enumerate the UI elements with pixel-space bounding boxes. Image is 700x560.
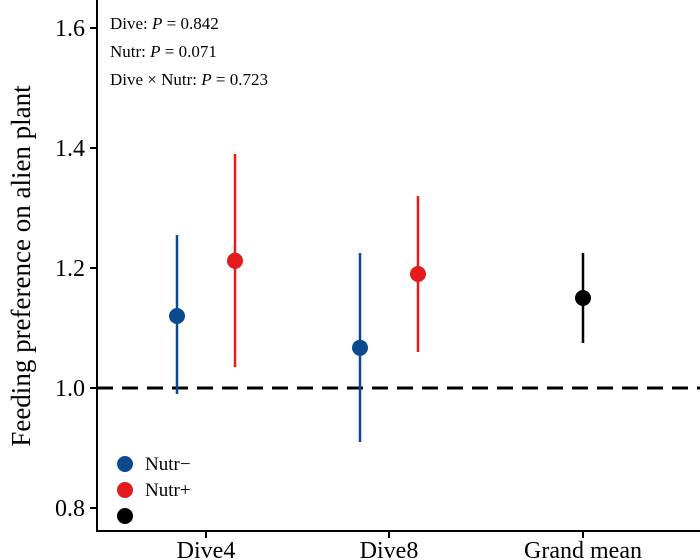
y-axis-title: Feeding preference on alien plant [6, 85, 36, 447]
data-marks [169, 154, 591, 442]
y-tick-label: 0.8 [55, 496, 85, 522]
x-tick-label: Dive8 [360, 538, 419, 560]
legend-key [117, 482, 133, 498]
mean-point [169, 308, 185, 324]
stat-nutr: Nutr: P = 0.071 [110, 42, 217, 61]
mean-point [352, 339, 368, 356]
mean-point [410, 266, 426, 282]
mean-point [575, 290, 591, 306]
legend: Nutr− Nutr+ [117, 454, 191, 524]
mean-point [227, 252, 243, 269]
stat-dive: Dive: P = 0.842 [110, 14, 219, 33]
legend-label: Nutr− [145, 454, 191, 475]
stat-interaction: Dive × Nutr: P = 0.723 [110, 70, 268, 89]
stats-annotation: Dive: P = 0.842 Nutr: P = 0.071 Dive × N… [110, 14, 268, 89]
y-ticks: 0.8 1.0 1.2 1.4 1.6 [55, 16, 97, 522]
y-tick-label: 1.6 [55, 16, 85, 42]
legend-key [117, 508, 133, 524]
legend-label: Nutr+ [145, 480, 191, 501]
y-tick-label: 1.0 [55, 376, 85, 402]
y-tick-label: 1.2 [55, 256, 85, 282]
x-ticks: Dive4 Dive8 Grand mean [177, 531, 642, 560]
x-tick-label: Dive4 [177, 538, 236, 560]
legend-key [117, 456, 133, 472]
x-tick-label: Grand mean [524, 538, 642, 560]
y-tick-label: 1.4 [55, 136, 85, 162]
